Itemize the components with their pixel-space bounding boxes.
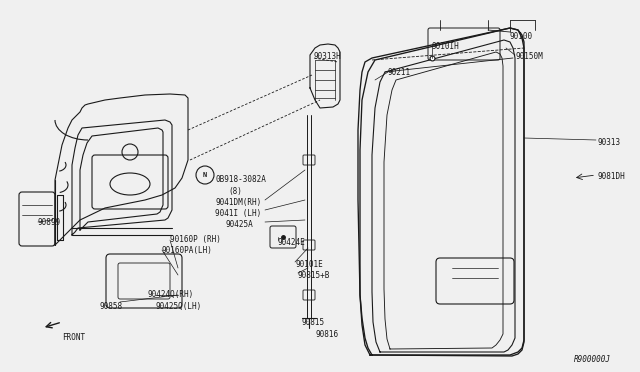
Text: 90160PA(LH): 90160PA(LH) (162, 246, 213, 255)
Text: 90150M: 90150M (515, 52, 543, 61)
Text: 9010IH: 9010IH (432, 42, 460, 51)
Text: 90424E: 90424E (278, 238, 306, 247)
Text: 90313H: 90313H (314, 52, 342, 61)
Text: 90425A: 90425A (225, 220, 253, 229)
Text: 90899: 90899 (38, 218, 61, 227)
Text: 90424Q(RH): 90424Q(RH) (148, 290, 195, 299)
Text: 90313: 90313 (598, 138, 621, 147)
Text: 9081DH: 9081DH (598, 172, 626, 181)
Text: 90425Q(LH): 90425Q(LH) (155, 302, 201, 311)
Text: 90211: 90211 (388, 68, 411, 77)
Text: 9041I (LH): 9041I (LH) (215, 209, 261, 218)
Text: 0B918-3082A: 0B918-3082A (215, 175, 266, 184)
Text: 90858: 90858 (100, 302, 123, 311)
Text: 90815: 90815 (302, 318, 325, 327)
Text: 9041DM(RH): 9041DM(RH) (215, 198, 261, 207)
Text: 90815+B: 90815+B (298, 271, 330, 280)
Text: FRONT: FRONT (62, 333, 85, 342)
Text: (8): (8) (228, 187, 242, 196)
Text: R900000J: R900000J (574, 355, 611, 364)
Text: 90160P (RH): 90160P (RH) (170, 235, 221, 244)
Text: N: N (203, 172, 207, 178)
Text: 90100: 90100 (510, 32, 533, 41)
Text: 90101E: 90101E (295, 260, 323, 269)
Text: 90816: 90816 (315, 330, 338, 339)
